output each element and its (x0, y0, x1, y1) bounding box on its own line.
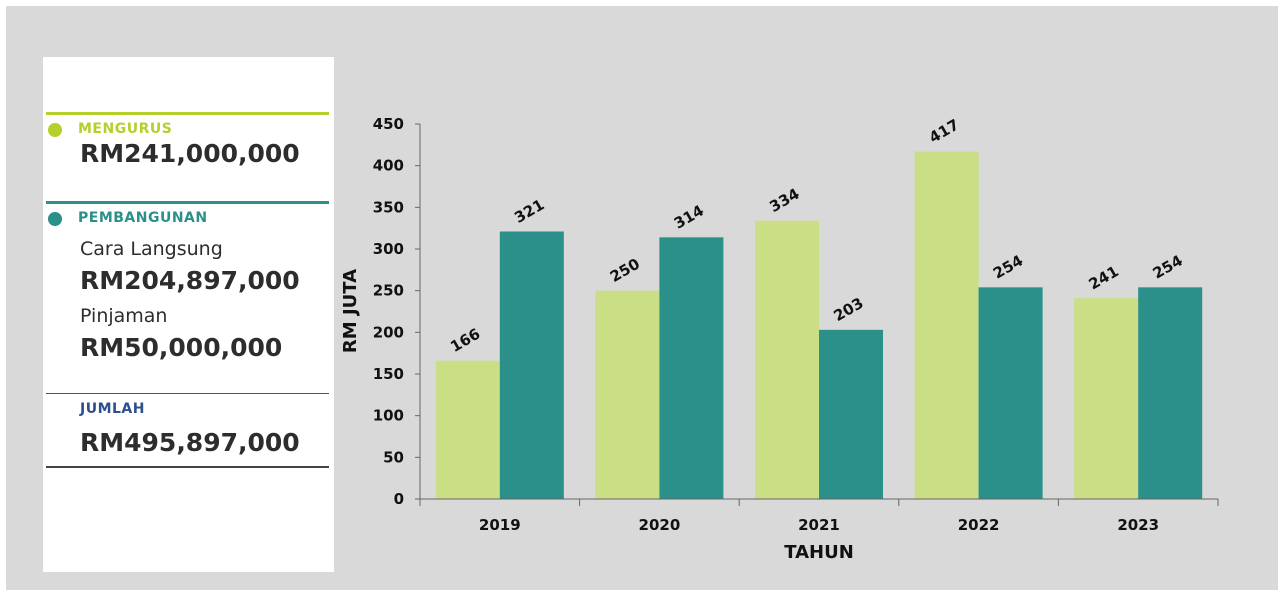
jumlah-rule (46, 393, 329, 394)
x-axis-title: TAHUN (784, 542, 854, 563)
x-tick-label-2022: 2022 (958, 516, 1000, 534)
y-tick-label-400: 400 (373, 157, 404, 175)
mengurus-amount: RM241,000,000 (80, 139, 300, 168)
pinjaman-amount: RM50,000,000 (80, 333, 283, 362)
pembangunan-dot-icon (48, 212, 62, 226)
figure-background: MENGURUS RM241,000,000 PEMBANGUNAN Cara … (6, 6, 1278, 590)
bar-2020-series2 (659, 237, 724, 500)
data-label-2020-series1: 250 (607, 255, 643, 286)
y-tick-label-350: 350 (373, 198, 404, 216)
bar-2021-series2 (819, 329, 883, 499)
y-tick-label-450: 450 (373, 115, 404, 133)
data-label-2022-series1: 417 (926, 116, 962, 147)
data-label-2023-series1: 241 (1086, 262, 1122, 293)
bars-group: 166 321 250 314 334 203 417 254 241 254 (435, 116, 1203, 500)
x-tick-label-2020: 2020 (639, 516, 681, 534)
bar-2021-series1 (755, 220, 819, 499)
bar-2019-series2 (499, 231, 564, 499)
bar-2023-series1 (1074, 298, 1139, 499)
x-tick-label-2023: 2023 (1117, 516, 1159, 534)
jumlah-amount: RM495,897,000 (80, 428, 300, 457)
data-label-2023-series2: 254 (1150, 251, 1186, 282)
y-axis-title: RM JUTA (340, 269, 361, 353)
mengurus-dot-icon (48, 123, 62, 137)
summary-panel: MENGURUS RM241,000,000 PEMBANGUNAN Cara … (43, 57, 334, 572)
bar-2022-series2 (978, 287, 1043, 499)
pinjaman-label: Pinjaman (80, 305, 168, 327)
y-tick-label-50: 50 (383, 448, 404, 466)
cara-langsung-label: Cara Langsung (80, 238, 223, 260)
mengurus-label: MENGURUS (78, 121, 173, 137)
data-label-2019-series2: 321 (511, 196, 547, 227)
cara-langsung-amount: RM204,897,000 (80, 266, 300, 295)
jumlah-bottom-rule (46, 466, 329, 468)
data-label-2021-series2: 203 (830, 294, 866, 325)
bar-2023-series2 (1138, 287, 1203, 499)
axes-group: 2019 2020 2021 2022 2023 0 50 100 150 200 250 300 35… (340, 115, 1219, 563)
mengurus-rule (46, 112, 329, 115)
bar-2019-series1 (435, 360, 500, 499)
pembangunan-label: PEMBANGUNAN (78, 210, 208, 226)
data-label-2019-series1: 166 (447, 325, 483, 356)
y-tick-label-300: 300 (373, 240, 404, 258)
data-label-2022-series2: 254 (990, 251, 1026, 282)
y-tick-label-200: 200 (373, 323, 404, 341)
y-tick-label-250: 250 (373, 282, 404, 300)
x-tick-label-2021: 2021 (798, 516, 840, 534)
y-tick-label-100: 100 (373, 407, 404, 425)
jumlah-label: JUMLAH (80, 401, 145, 417)
pembangunan-rule (46, 201, 329, 204)
y-tick-label-150: 150 (373, 365, 404, 383)
bar-2020-series1 (595, 290, 660, 499)
data-label-2021-series1: 334 (766, 185, 802, 216)
y-tick-label-0: 0 (394, 490, 404, 508)
data-label-2020-series2: 314 (671, 201, 707, 232)
bar-2022-series1 (914, 151, 979, 499)
x-tick-label-2019: 2019 (479, 516, 521, 534)
